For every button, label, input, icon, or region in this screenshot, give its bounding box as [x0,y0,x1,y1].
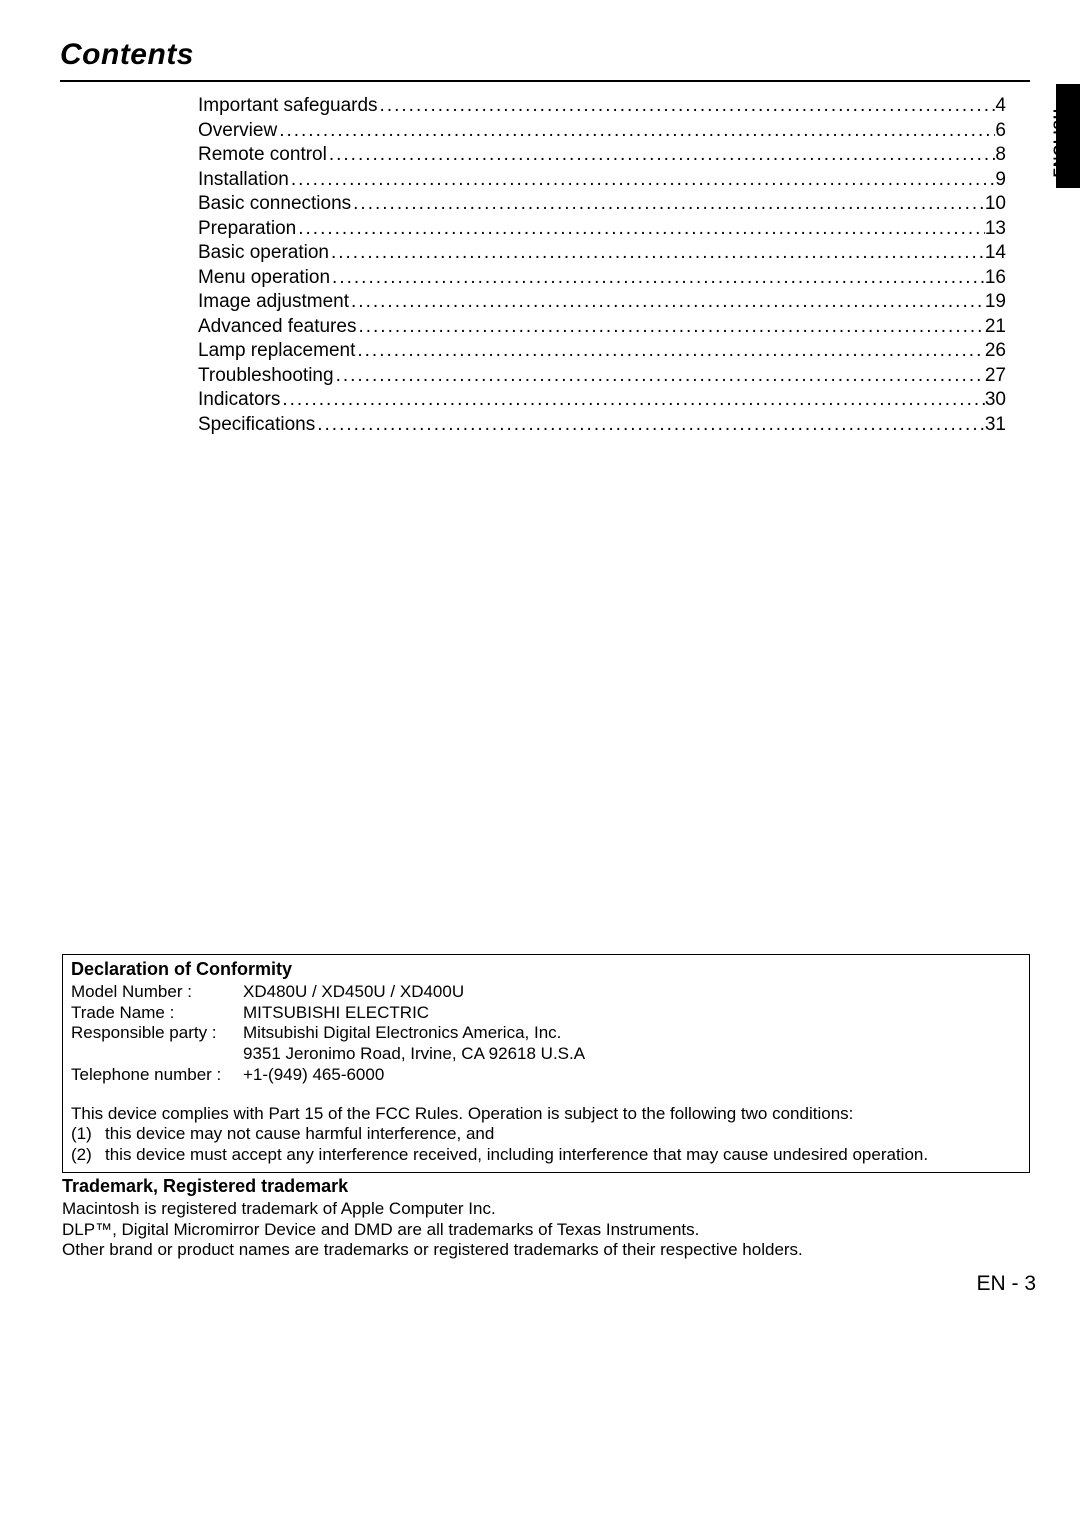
decl-val: 9351 Jeronimo Road, Irvine, CA 92618 U.S… [243,1044,1021,1065]
trademark-heading: Trademark, Registered trademark [62,1176,1030,1198]
toc-leader [329,243,985,262]
toc-leader [349,292,985,311]
toc-label: Basic connections [198,194,351,213]
toc-page: 26 [985,341,1006,360]
toc-page: 27 [985,366,1006,385]
condition-num: (2) [71,1145,105,1166]
toc-row: Image adjustment 19 [198,292,1006,311]
toc-row: Important safeguards 4 [198,96,1006,115]
toc-leader [327,145,996,164]
page: Contents ENGLISH Important safeguards 4 … [0,0,1080,1528]
toc-row: Troubleshooting 27 [198,366,1006,385]
toc-page: 16 [985,268,1006,287]
decl-val: Mitsubishi Digital Electronics America, … [243,1023,1021,1044]
toc-page: 30 [985,390,1006,409]
page-title: Contents [60,38,1040,80]
toc-leader [330,268,985,287]
decl-val: +1-(949) 465-6000 [243,1065,1021,1086]
toc-row: Specifications 31 [198,415,1006,434]
trademark-section: Trademark, Registered trademark Macintos… [62,1176,1030,1261]
toc-leader [355,341,984,360]
decl-key: Telephone number : [71,1065,243,1086]
toc-row: Overview 6 [198,121,1006,140]
toc-row: Basic operation 14 [198,243,1006,262]
toc-label: Important safeguards [198,96,378,115]
toc-page: 10 [985,194,1006,213]
table-of-contents: Important safeguards 4 Overview 6 Remote… [198,96,1006,434]
toc-row: Lamp replacement 26 [198,341,1006,360]
toc-label: Basic operation [198,243,329,262]
declaration-heading: Declaration of Conformity [71,959,1021,981]
toc-label: Preparation [198,219,296,238]
trademark-line: Macintosh is registered trademark of App… [62,1199,1030,1220]
declaration-of-conformity: Declaration of Conformity Model Number :… [62,954,1030,1173]
toc-leader [277,121,995,140]
toc-leader [315,415,985,434]
compliance-intro: This device complies with Part 15 of the… [71,1104,1021,1125]
toc-leader [289,170,996,189]
condition-row: (1) this device may not cause harmful in… [71,1124,1021,1145]
toc-row: Menu operation 16 [198,268,1006,287]
toc-page: 9 [995,170,1006,189]
decl-row: Responsible party : Mitsubishi Digital E… [71,1023,1021,1044]
toc-page: 13 [985,219,1006,238]
toc-row: Indicators 30 [198,390,1006,409]
language-label: ENGLISH [1050,108,1066,177]
toc-label: Advanced features [198,317,356,336]
toc-label: Image adjustment [198,292,349,311]
decl-row: 9351 Jeronimo Road, Irvine, CA 92618 U.S… [71,1044,1021,1065]
toc-row: Installation 9 [198,170,1006,189]
toc-row: Basic connections 10 [198,194,1006,213]
toc-page: 21 [985,317,1006,336]
toc-leader [356,317,984,336]
decl-val: XD480U / XD450U / XD400U [243,982,1021,1003]
decl-val: MITSUBISHI ELECTRIC [243,1003,1021,1024]
decl-key: Trade Name : [71,1003,243,1024]
decl-key: Model Number : [71,982,243,1003]
condition-row: (2) this device must accept any interfer… [71,1145,1021,1166]
toc-label: Specifications [198,415,315,434]
decl-key [71,1044,243,1065]
toc-label: Indicators [198,390,280,409]
toc-page: 14 [985,243,1006,262]
title-rule [60,80,1030,82]
condition-num: (1) [71,1124,105,1145]
toc-page: 6 [995,121,1006,140]
decl-key: Responsible party : [71,1023,243,1044]
trademark-line: DLP™, Digital Micromirror Device and DMD… [62,1220,1030,1241]
trademark-line: Other brand or product names are tradema… [62,1240,1030,1261]
toc-row: Remote control 8 [198,145,1006,164]
toc-row: Preparation 13 [198,219,1006,238]
decl-row: Model Number : XD480U / XD450U / XD400U [71,982,1021,1003]
condition-text: this device must accept any interference… [105,1145,1021,1166]
toc-leader [280,390,984,409]
toc-page: 31 [985,415,1006,434]
toc-page: 19 [985,292,1006,311]
toc-label: Remote control [198,145,327,164]
decl-row: Telephone number : +1-(949) 465-6000 [71,1065,1021,1086]
toc-leader [296,219,985,238]
decl-row: Trade Name : MITSUBISHI ELECTRIC [71,1003,1021,1024]
toc-page: 8 [995,145,1006,164]
toc-page: 4 [995,96,1006,115]
toc-leader [378,96,996,115]
toc-label: Installation [198,170,289,189]
page-number: EN - 3 [976,1272,1036,1296]
toc-row: Advanced features 21 [198,317,1006,336]
toc-label: Overview [198,121,277,140]
condition-text: this device may not cause harmful interf… [105,1124,1021,1145]
toc-label: Lamp replacement [198,341,355,360]
toc-leader [351,194,985,213]
toc-label: Menu operation [198,268,330,287]
toc-label: Troubleshooting [198,366,334,385]
toc-leader [334,366,985,385]
